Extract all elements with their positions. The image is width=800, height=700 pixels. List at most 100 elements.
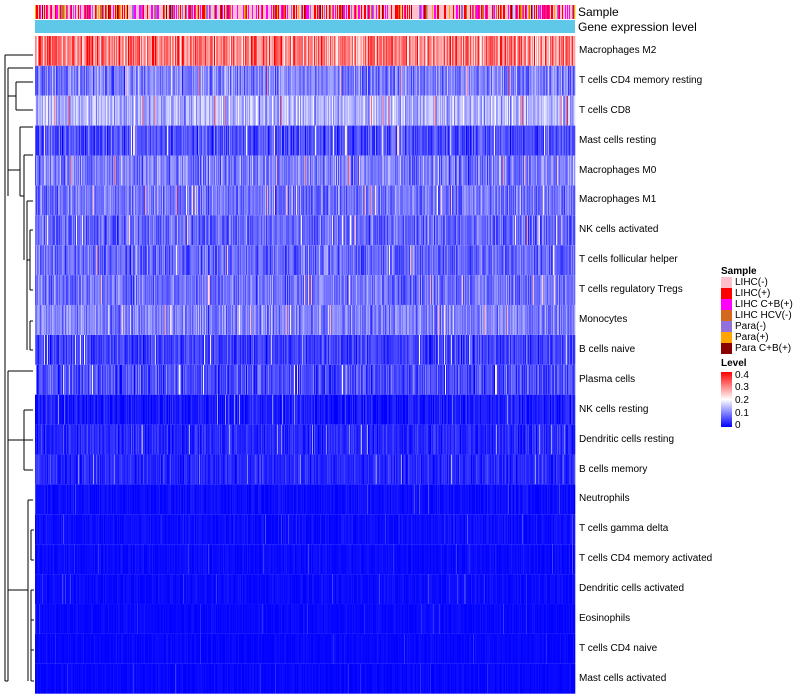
heatmap-cell [90,36,92,66]
sample-cell [249,5,251,19]
heatmap-cell [240,65,242,96]
sample-cell [250,5,252,19]
heatmap-cell [281,65,283,96]
heatmap-cell [406,95,408,126]
heatmap-cell [507,65,509,96]
sample-cell [291,5,293,19]
heatmap-cell [573,95,575,126]
heatmap-cell [299,36,301,66]
heatmap-cell [447,95,449,126]
heatmap-cell [166,95,168,126]
heatmap-cell [523,65,525,96]
heatmap-cell [286,95,288,126]
sample-cell [381,5,383,19]
heatmap-cell [101,95,103,126]
heatmap-cell [198,155,200,186]
heatmap-cell [51,125,53,156]
heatmap-cell [100,95,102,126]
heatmap-cell [83,36,85,66]
heatmap-cell [228,36,230,66]
heatmap-cell [70,36,72,66]
sample-cell [546,5,548,19]
heatmap-cell [133,155,135,186]
heatmap-cell [377,125,379,156]
heatmap-cell [365,65,367,96]
sample-cell [366,5,368,19]
heatmap-cell [243,36,245,66]
heatmap-cell [60,36,62,66]
heatmap-cell [457,65,459,96]
heatmap-cell [301,65,303,96]
sample-cell [99,5,101,19]
heatmap-cell [252,65,254,96]
heatmap-cell [206,125,208,156]
sample-cell [523,5,525,19]
heatmap-cell [187,155,189,186]
heatmap-cell [479,36,481,66]
heatmap-cell [332,95,334,126]
heatmap-cell [456,65,458,96]
heatmap-cell [236,95,238,126]
sample-cell [39,5,41,19]
heatmap-cell [164,36,166,66]
sample-cell [527,5,529,19]
sample-cell [345,5,347,19]
heatmap-cell [347,65,349,96]
heatmap-cell [515,65,517,96]
heatmap-cell [144,95,146,126]
sample-cell [116,5,118,19]
heatmap-cell [125,36,127,66]
heatmap-cell [446,65,448,96]
sample-cell [41,5,43,19]
sample-cell [561,5,563,19]
sample-cell [556,5,558,19]
heatmap-cell [103,155,105,186]
heatmap-cell [279,125,281,156]
heatmap-cell [35,155,37,186]
heatmap-cell [532,65,534,96]
heatmap-cell [216,36,218,66]
heatmap-cell [88,36,90,66]
heatmap-cell [182,125,184,156]
heatmap-cell [261,125,263,156]
heatmap-cell [547,36,549,66]
heatmap-cell [336,95,338,126]
heatmap-cell [559,65,561,96]
heatmap-cell [170,125,172,156]
heatmap-cell [395,36,397,66]
heatmap-cell [107,95,109,126]
heatmap-cell [534,95,536,126]
heatmap-cell [449,65,451,96]
heatmap-cell [171,65,173,96]
sample-cell [118,5,120,19]
heatmap-cell [294,65,296,96]
heatmap-cell [198,95,200,126]
heatmap-cell [389,125,391,156]
sample-cell [323,5,325,19]
heatmap-cell [242,65,244,96]
heatmap-cell [511,125,513,156]
heatmap-cell [526,65,528,96]
heatmap-cell [270,95,272,126]
heatmap-cell [211,36,213,66]
heatmap-cell [135,36,137,66]
heatmap-cell [395,95,397,126]
heatmap-cell [59,155,61,186]
heatmap-cell [390,125,392,156]
sample-cell [343,5,345,19]
heatmap-cell [371,65,373,96]
heatmap-cell [307,65,309,96]
heatmap-cell [436,95,438,126]
heatmap-cell [88,95,90,126]
heatmap-cell [38,65,40,96]
sample-cell [467,5,469,19]
heatmap-cell [423,36,425,66]
heatmap-cell [60,95,62,126]
heatmap-cell [427,95,429,126]
heatmap-cell [132,36,134,66]
heatmap-cell [122,95,124,126]
sample-cell [305,5,307,19]
heatmap-cell [400,65,402,96]
heatmap-cell [487,65,489,96]
heatmap-cell [521,95,523,126]
